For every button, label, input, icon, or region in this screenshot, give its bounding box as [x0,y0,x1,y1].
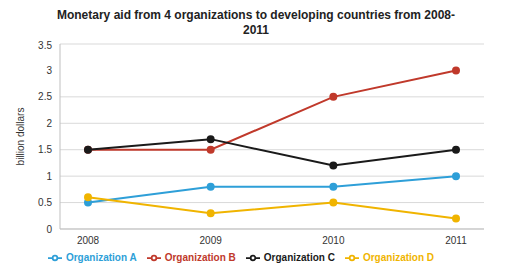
svg-text:2009: 2009 [200,235,223,246]
html-text:Organization D: Organization D [362,251,435,263]
svg-text:0: 0 [46,224,52,235]
html-text:Organization B: Organization B [164,251,236,263]
svg-text:2: 2 [46,118,52,129]
svg-text:3: 3 [46,65,52,76]
svg-text:billion dollars: billion dollars [15,108,26,166]
svg-text:2008: 2008 [77,235,100,246]
svg-text:2010: 2010 [322,235,345,246]
svg-text:0.5: 0.5 [38,197,52,208]
html-text:Organization C: Organization C [263,251,335,263]
svg-text:3.5: 3.5 [38,40,52,51]
html-text:Monetary aid from 4 organizati: Monetary aid from 4 organizations to dev… [57,8,455,37]
svg-text:1.5: 1.5 [38,144,52,155]
html-text:Organization A: Organization A [65,251,137,263]
svg-text:2.5: 2.5 [38,91,52,102]
svg-text:2011: 2011 [445,235,467,246]
svg-text:1: 1 [46,171,52,182]
